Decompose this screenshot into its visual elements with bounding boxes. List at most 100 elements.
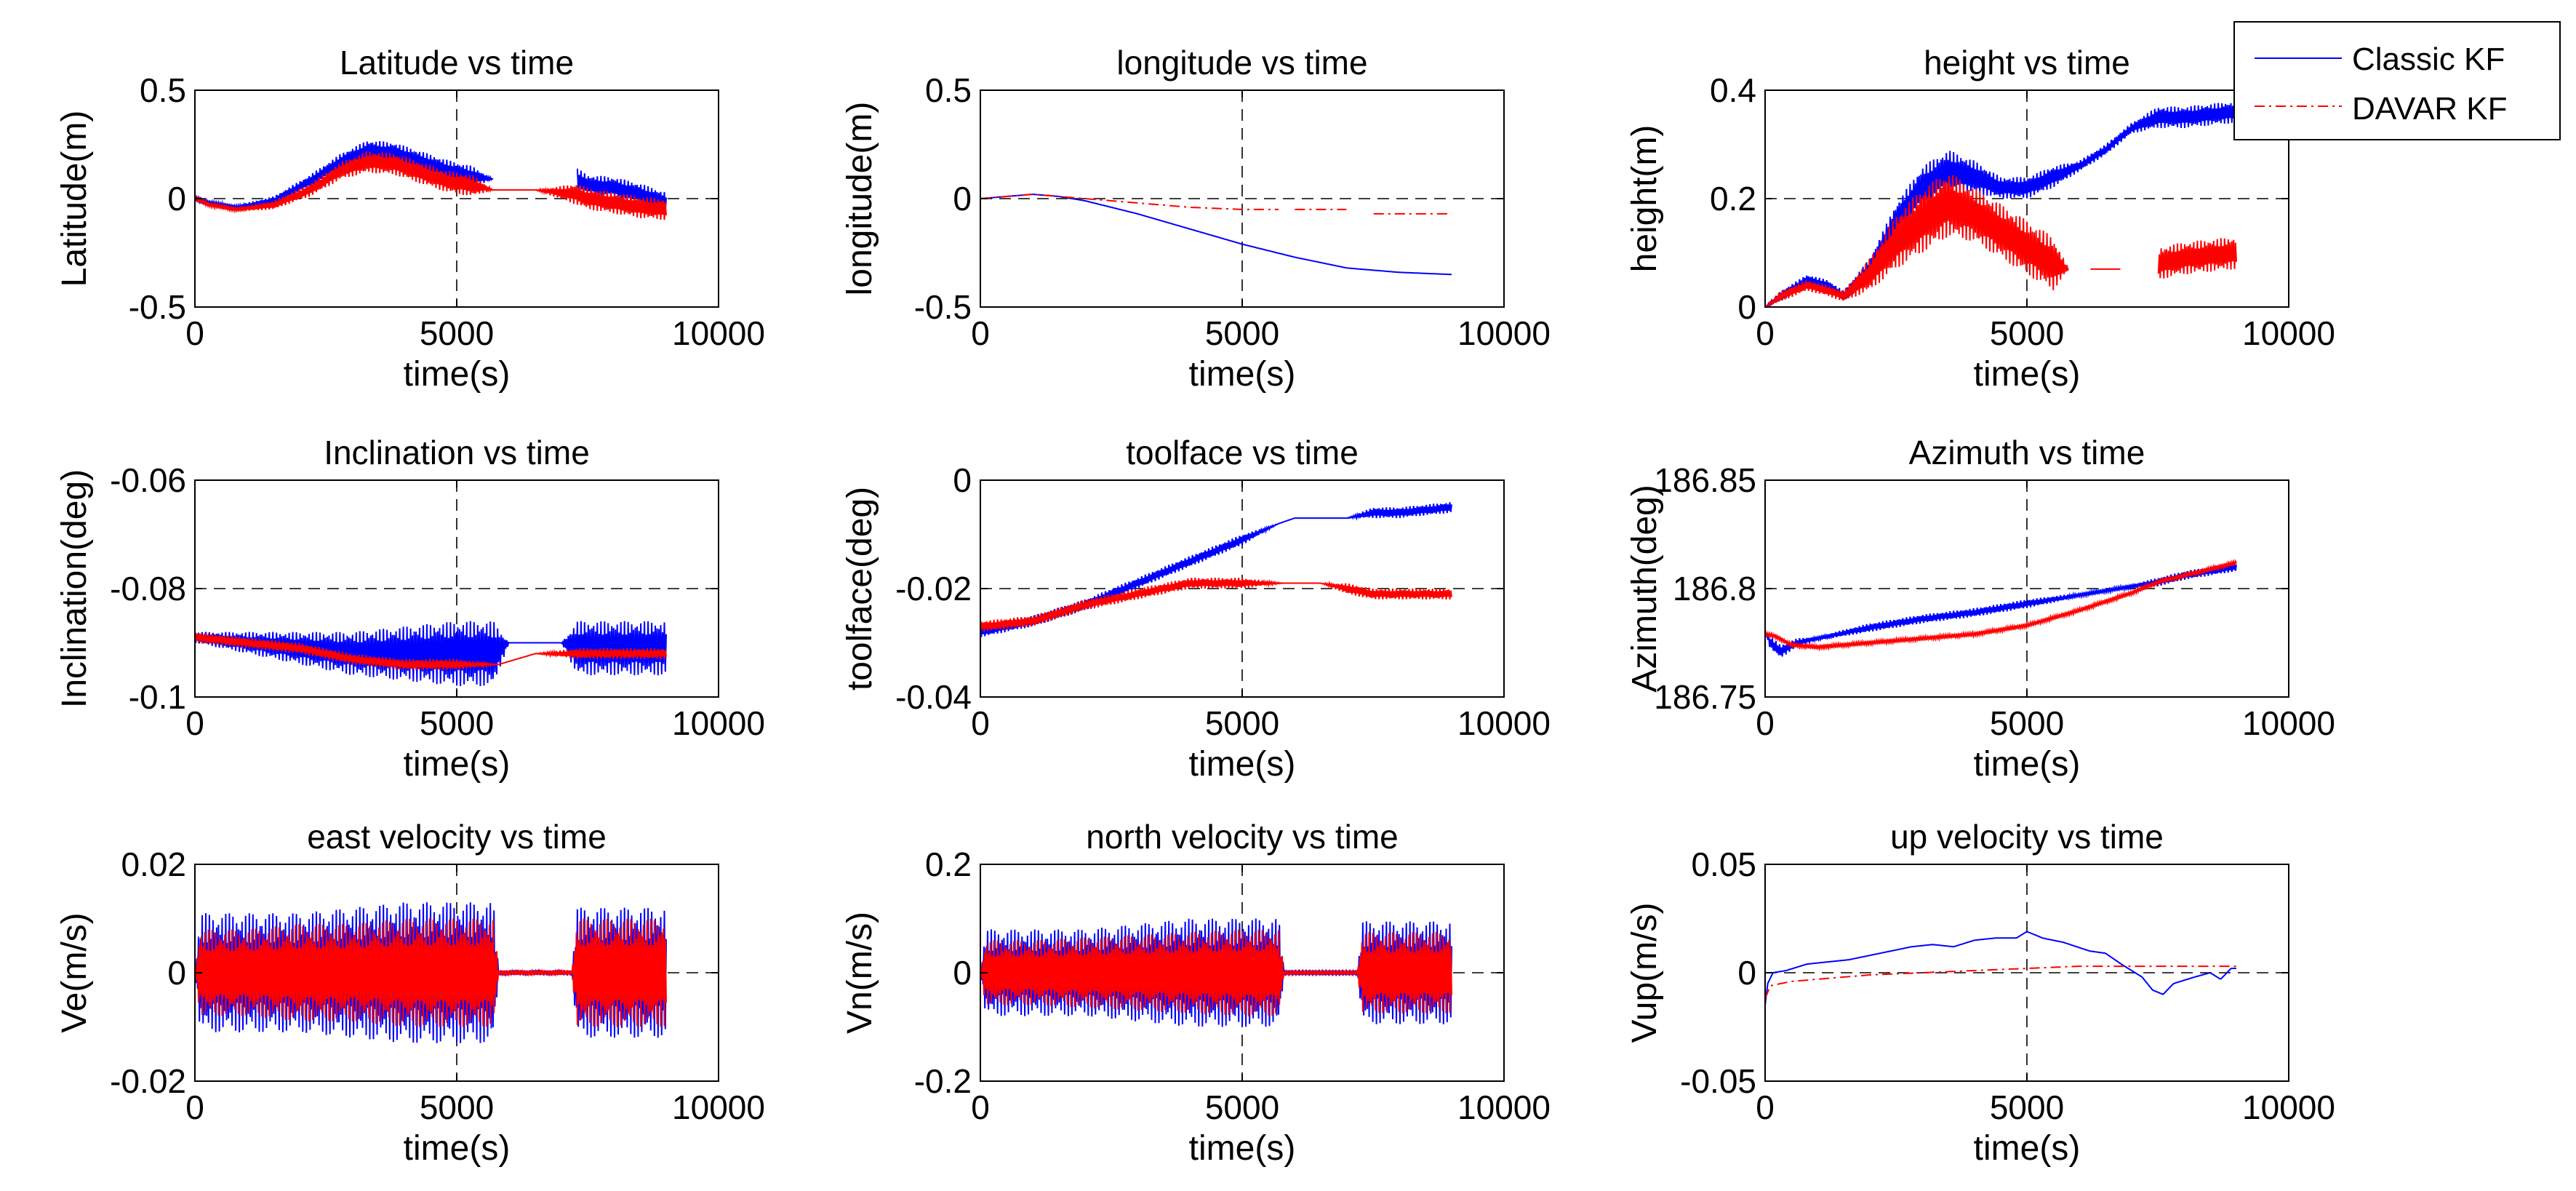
y-axis-label: height(m) bbox=[1625, 125, 1664, 273]
series-line-classic-kf bbox=[1764, 931, 2236, 1005]
x-axis-label: time(s) bbox=[1974, 745, 2081, 784]
y-axis-label: Azimuth(deg) bbox=[1625, 485, 1664, 692]
subplot-height: 0 5000 10000 0 0.2 0.4 height vs time time(s) he… bbox=[1625, 44, 2335, 394]
subplot-inclination: 0 5000 10000 -0.1 -0.08 -0.06 Inclination vs t… bbox=[55, 434, 765, 784]
y-tick-label: 0.2 bbox=[1710, 180, 1756, 218]
y-tick-label: 0.5 bbox=[140, 71, 186, 109]
x-tick-label: 5000 bbox=[420, 1088, 494, 1126]
x-axis-label: time(s) bbox=[1189, 1129, 1296, 1168]
x-tick-label: 10000 bbox=[1457, 704, 1551, 742]
series-line-davar-kf bbox=[1764, 965, 2236, 1000]
x-tick-label: 10000 bbox=[672, 704, 765, 742]
y-tick-label: 186.8 bbox=[1673, 570, 1756, 608]
x-tick-label: 0 bbox=[185, 704, 204, 742]
subplot-toolface: 0 5000 10000 -0.04 -0.02 0 toolface vs time tim… bbox=[841, 434, 1551, 784]
x-tick-label: 5000 bbox=[1990, 314, 2064, 352]
x-tick-label: 5000 bbox=[420, 314, 494, 352]
x-tick-label: 10000 bbox=[1457, 1088, 1551, 1126]
x-axis-label: time(s) bbox=[1189, 745, 1296, 784]
x-tick-label: 5000 bbox=[1205, 1088, 1279, 1126]
y-tick-label: -0.5 bbox=[914, 288, 972, 326]
subplot-title: Latitude vs time bbox=[340, 44, 574, 81]
x-tick-label: 5000 bbox=[1990, 704, 2064, 742]
subplot-title: Inclination vs time bbox=[324, 434, 590, 471]
legend-label-classic: Classic KF bbox=[2352, 41, 2505, 77]
y-axis-label: Latitude(m) bbox=[55, 111, 94, 287]
y-axis-label: longitude(m) bbox=[841, 102, 879, 296]
y-tick-label: 0.5 bbox=[925, 71, 972, 109]
x-tick-label: 10000 bbox=[1457, 314, 1551, 352]
series-line-davar-kf bbox=[1764, 558, 2237, 652]
y-tick-label: 0 bbox=[1737, 288, 1756, 326]
series-line-davar-kf bbox=[194, 151, 667, 220]
y-tick-label: -0.04 bbox=[895, 678, 972, 716]
subplot-title: north velocity vs time bbox=[1086, 818, 1398, 856]
y-tick-label: 0 bbox=[953, 461, 972, 499]
x-axis-label: time(s) bbox=[404, 355, 511, 394]
y-axis-label: Ve(m/s) bbox=[55, 912, 94, 1032]
series-line-davar-kf bbox=[194, 632, 667, 670]
x-axis-label: time(s) bbox=[404, 745, 511, 784]
x-axis-label: time(s) bbox=[1974, 1129, 2081, 1168]
y-axis-label: Vn(m/s) bbox=[841, 912, 879, 1034]
y-tick-label: -0.02 bbox=[895, 570, 972, 608]
x-tick-label: 0 bbox=[971, 704, 990, 742]
y-tick-label: -0.2 bbox=[914, 1062, 972, 1100]
x-axis-label: time(s) bbox=[404, 1129, 511, 1168]
y-tick-label: -0.05 bbox=[1680, 1062, 1756, 1100]
y-tick-label: 0.02 bbox=[121, 845, 186, 883]
x-axis-label: time(s) bbox=[1974, 355, 2081, 394]
x-axis-label: time(s) bbox=[1189, 355, 1296, 394]
y-tick-label: -0.5 bbox=[129, 288, 186, 326]
y-tick-label: -0.06 bbox=[110, 461, 186, 499]
legend: Classic KF DAVAR KF bbox=[2233, 21, 2561, 140]
subplot-title: height vs time bbox=[1924, 44, 2130, 81]
x-tick-label: 10000 bbox=[2242, 1088, 2335, 1126]
x-tick-label: 0 bbox=[1756, 314, 1775, 352]
series-line-davar-kf bbox=[1764, 175, 2237, 308]
series-line-davar-kf bbox=[194, 918, 667, 1027]
y-tick-label: 186.75 bbox=[1654, 678, 1756, 716]
x-tick-label: 10000 bbox=[2242, 704, 2335, 742]
series-line-davar-kf bbox=[980, 194, 1452, 215]
y-tick-label: 0.2 bbox=[925, 845, 972, 883]
x-tick-label: 0 bbox=[971, 1088, 990, 1126]
subplot-title: Azimuth vs time bbox=[1909, 434, 2145, 471]
legend-label-davar: DAVAR KF bbox=[2352, 91, 2508, 127]
subplot-title: toolface vs time bbox=[1126, 434, 1359, 471]
x-tick-label: 5000 bbox=[1990, 1088, 2064, 1126]
y-tick-label: 0 bbox=[167, 180, 186, 218]
y-tick-label: 0 bbox=[953, 180, 972, 218]
subplot-title: east velocity vs time bbox=[307, 818, 607, 856]
x-tick-label: 5000 bbox=[420, 704, 494, 742]
x-tick-label: 0 bbox=[1756, 704, 1775, 742]
subplot-title: up velocity vs time bbox=[1890, 818, 2164, 856]
x-tick-label: 10000 bbox=[672, 314, 765, 352]
x-tick-label: 0 bbox=[1756, 1088, 1775, 1126]
series-line-davar-kf bbox=[980, 929, 1452, 1016]
y-tick-label: 0 bbox=[1737, 954, 1756, 992]
x-tick-label: 0 bbox=[971, 314, 990, 352]
y-tick-label: 0 bbox=[167, 954, 186, 992]
legend-box bbox=[2233, 21, 2561, 140]
y-tick-label: 0.05 bbox=[1691, 845, 1756, 883]
y-tick-label: -0.02 bbox=[110, 1062, 186, 1100]
x-tick-label: 10000 bbox=[2242, 314, 2335, 352]
x-tick-label: 0 bbox=[185, 314, 204, 352]
y-axis-label: toolface(deg) bbox=[841, 487, 879, 690]
x-tick-label: 5000 bbox=[1205, 704, 1279, 742]
x-tick-label: 5000 bbox=[1205, 314, 1279, 352]
y-tick-label: 186.85 bbox=[1654, 461, 1756, 499]
subplot-title: longitude vs time bbox=[1116, 44, 1367, 81]
y-axis-label: Inclination(deg) bbox=[55, 469, 94, 708]
y-tick-label: -0.1 bbox=[129, 678, 186, 716]
series-line-davar-kf bbox=[980, 577, 1452, 632]
y-tick-label: 0.4 bbox=[1710, 71, 1756, 109]
